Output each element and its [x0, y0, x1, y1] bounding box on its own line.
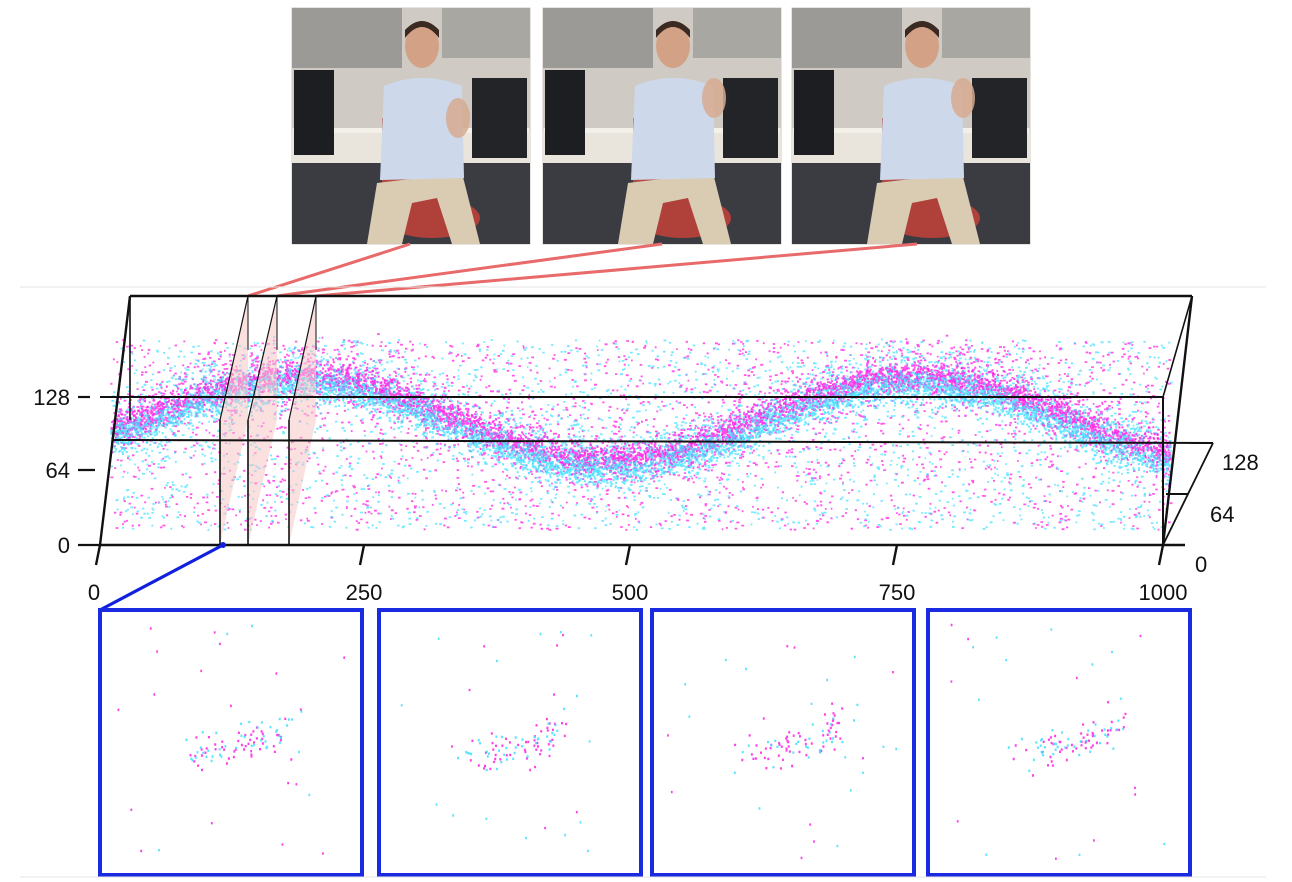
time-slice-2	[248, 296, 277, 545]
computer-monitor	[972, 78, 1027, 158]
computer-tower	[294, 70, 334, 155]
computer-monitor	[472, 78, 527, 158]
computer-monitor	[723, 78, 778, 158]
event-volume	[100, 296, 1213, 545]
person-hand-blur	[446, 98, 470, 138]
y-tick-label: 0	[58, 533, 70, 558]
x-tick-mark	[626, 545, 630, 565]
time-slice-1	[220, 296, 248, 545]
person-hand-blur	[951, 78, 975, 118]
x-tick-mark	[360, 545, 364, 565]
photo-2	[543, 8, 781, 244]
x-tick-label: 1000	[1139, 580, 1188, 605]
computer-tower	[545, 70, 585, 155]
depth-axis-ticks: 064 128	[1163, 443, 1259, 577]
video-frames-row	[292, 8, 1030, 244]
cabinet	[792, 8, 902, 68]
y-axis-ticks: 0 64 128	[33, 385, 100, 558]
cabinet	[292, 8, 402, 68]
event-frame-panel-3	[652, 610, 914, 875]
cabinet	[543, 8, 653, 68]
depth-tick-label: 0	[1195, 552, 1207, 577]
event-frame-panel-4	[928, 610, 1190, 875]
photo-3	[792, 8, 1030, 244]
photo-1	[292, 8, 530, 244]
slice-to-panel-connector	[100, 542, 226, 610]
event-frame-panel-1	[100, 610, 362, 875]
cabinet	[693, 8, 781, 58]
panel-border	[652, 610, 914, 875]
computer-tower	[794, 70, 834, 155]
x-tick-label: 250	[346, 580, 383, 605]
x-axis-ticks: 0 250 500 750 1000	[88, 545, 1188, 605]
frame-connector-3	[316, 244, 917, 296]
y-tick-label: 64	[46, 458, 70, 483]
box-right-front	[1163, 296, 1192, 545]
depth-tick-label: 128	[1222, 450, 1259, 475]
frame-connectors	[248, 244, 917, 296]
slice-anchor-dot	[220, 542, 226, 548]
time-slice-3	[289, 296, 316, 545]
depth-tick-label: 64	[1210, 502, 1234, 527]
blue-connector-line	[100, 545, 223, 610]
x-tick-mark	[1159, 545, 1163, 565]
x-tick-mark	[893, 545, 897, 565]
cabinet	[442, 8, 530, 58]
x-tick-label: 0	[88, 580, 100, 605]
person-hand-blur	[702, 78, 726, 118]
x-tick-label: 750	[879, 580, 916, 605]
event-frame-panel-2	[379, 610, 641, 875]
y-tick-label: 128	[33, 385, 70, 410]
x-tick-label: 500	[612, 580, 649, 605]
time-slices	[220, 296, 316, 545]
cabinet	[942, 8, 1030, 58]
box-back-128	[113, 440, 1213, 443]
box-left-front	[100, 296, 130, 545]
event-frame-panels	[100, 610, 1190, 875]
x-tick-mark	[96, 545, 100, 565]
panel-border	[100, 610, 362, 875]
box-right-upper	[1163, 296, 1192, 397]
